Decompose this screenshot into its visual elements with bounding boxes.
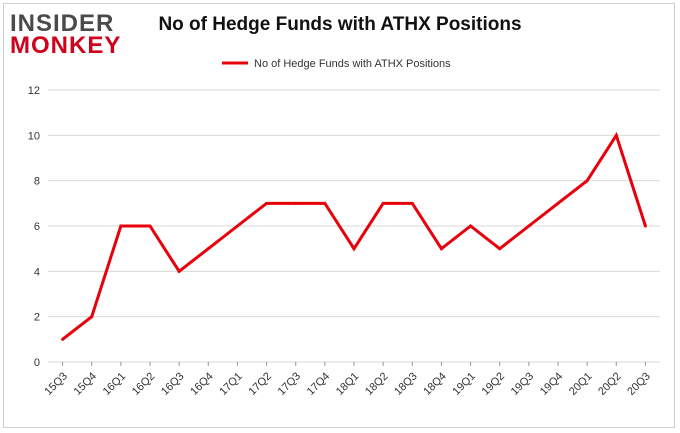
- x-tick-label: 20Q1: [567, 370, 595, 398]
- x-tick-label: 18Q1: [334, 370, 362, 398]
- x-tick-label: 20Q2: [596, 370, 624, 398]
- data-point: [148, 224, 152, 228]
- data-point: [323, 201, 327, 205]
- x-tick-label: 19Q2: [480, 370, 508, 398]
- x-tick-label: 19Q1: [450, 370, 478, 398]
- logo-line-1: INSIDER: [10, 10, 115, 37]
- x-tick-label: 15Q4: [72, 370, 100, 398]
- x-tick-label: 18Q4: [421, 370, 449, 398]
- x-tick-label: 18Q2: [363, 370, 391, 398]
- x-tick-label: 17Q3: [276, 370, 304, 398]
- data-point: [265, 201, 269, 205]
- data-point: [585, 179, 589, 183]
- x-tick-label: 19Q4: [538, 370, 566, 398]
- data-point: [119, 224, 123, 228]
- y-tick-label: 12: [28, 85, 40, 97]
- x-tick-label: 20Q3: [625, 370, 653, 398]
- data-point: [469, 224, 473, 228]
- y-tick-label: 4: [34, 266, 40, 278]
- y-tick-label: 8: [34, 176, 40, 188]
- x-tick-label: 17Q2: [246, 370, 274, 398]
- data-point: [614, 133, 618, 137]
- data-point: [206, 247, 210, 251]
- y-tick-label: 2: [34, 312, 40, 324]
- series-line: [61, 131, 647, 341]
- x-tick-label: 18Q3: [392, 370, 420, 398]
- legend-label: No of Hedge Funds with ATHX Positions: [254, 58, 451, 70]
- x-tick-label: 16Q4: [188, 370, 216, 398]
- data-point: [498, 247, 502, 251]
- data-point: [235, 224, 239, 228]
- x-tick-label: 19Q3: [509, 370, 537, 398]
- chart-title: No of Hedge Funds with ATHX Positions: [158, 14, 522, 35]
- data-point: [61, 337, 65, 341]
- data-point: [90, 315, 94, 319]
- data-point: [177, 269, 181, 273]
- data-point: [556, 201, 560, 205]
- x-tick-label: 17Q4: [305, 370, 333, 398]
- x-tick-label: 16Q1: [101, 370, 129, 398]
- logo-line-2: MONKEY: [10, 32, 122, 59]
- data-point: [352, 247, 356, 251]
- chart-frame: [3, 3, 675, 428]
- x-tick-label: 17Q1: [217, 370, 245, 398]
- data-point: [294, 201, 298, 205]
- y-tick-label: 6: [34, 221, 40, 233]
- data-point: [643, 224, 647, 228]
- data-point: [410, 201, 414, 205]
- y-tick-label: 10: [28, 130, 40, 142]
- data-point: [527, 224, 531, 228]
- insider-monkey-logo: INSIDER MONKEY: [10, 10, 130, 59]
- x-tick-label: 16Q3: [159, 370, 187, 398]
- y-tick-label: 0: [34, 357, 40, 369]
- data-point: [439, 247, 443, 251]
- data-point: [381, 201, 385, 205]
- x-tick-label: 16Q2: [130, 370, 158, 398]
- x-tick-label: 15Q3: [42, 370, 70, 398]
